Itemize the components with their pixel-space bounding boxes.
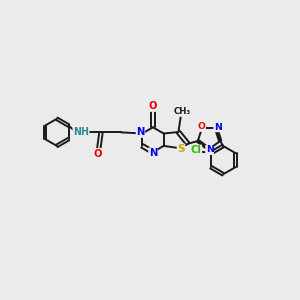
Text: N: N xyxy=(136,127,145,137)
Text: N: N xyxy=(149,148,157,158)
Text: Cl: Cl xyxy=(191,145,202,155)
Text: S: S xyxy=(177,144,185,154)
Text: O: O xyxy=(93,148,102,158)
Text: O: O xyxy=(149,101,157,111)
Text: N: N xyxy=(206,146,214,154)
Text: NH: NH xyxy=(73,127,89,137)
Text: N: N xyxy=(214,123,222,132)
Text: CH₃: CH₃ xyxy=(173,107,190,116)
Text: O: O xyxy=(197,122,206,131)
